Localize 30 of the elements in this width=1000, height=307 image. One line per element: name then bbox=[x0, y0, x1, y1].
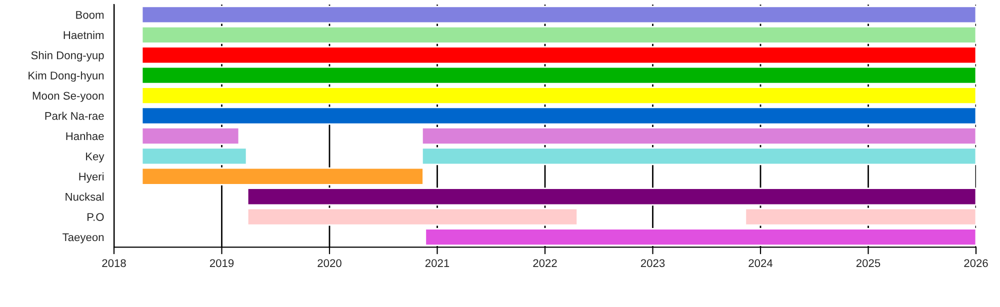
bar bbox=[141, 167, 424, 186]
y-tick-label: Boom bbox=[76, 11, 104, 19]
x-tick-label: 2026 bbox=[964, 259, 988, 268]
x-tick-label: 2019 bbox=[210, 259, 234, 268]
y-tick-label: Kim Dong-hyun bbox=[28, 71, 104, 82]
bar bbox=[141, 66, 976, 84]
x-tick-label: 2023 bbox=[640, 259, 665, 268]
y-tick-label: Key bbox=[86, 152, 104, 163]
bar bbox=[141, 26, 976, 44]
x-tick-label: 2022 bbox=[533, 259, 557, 268]
y-tick-label: Taeyeon bbox=[62, 233, 104, 244]
bar bbox=[141, 6, 976, 24]
x-tick-label: 2021 bbox=[425, 259, 450, 268]
y-tick-label: Nucksal bbox=[66, 192, 104, 201]
bar bbox=[141, 106, 976, 125]
y-tick-label: Haetnim bbox=[64, 30, 104, 40]
y-tick-label: Park Na-rae bbox=[45, 112, 104, 120]
y-tick-label: Hanhae bbox=[66, 132, 104, 140]
y-tick-label: Shin Dong-yup bbox=[31, 51, 104, 62]
y-tick-label: P.O bbox=[87, 213, 104, 221]
bar bbox=[141, 86, 976, 105]
bar bbox=[424, 228, 976, 246]
bar bbox=[141, 46, 976, 64]
y-tick-label: Moon Se-yoon bbox=[32, 92, 104, 102]
x-tick-label: 2025 bbox=[856, 259, 880, 268]
x-tick-label: 2020 bbox=[318, 259, 342, 268]
bar bbox=[246, 188, 976, 206]
y-tick-label: Hyeri bbox=[79, 172, 104, 183]
x-tick-label: 2024 bbox=[748, 259, 773, 268]
x-tick-label: 2018 bbox=[102, 259, 126, 268]
